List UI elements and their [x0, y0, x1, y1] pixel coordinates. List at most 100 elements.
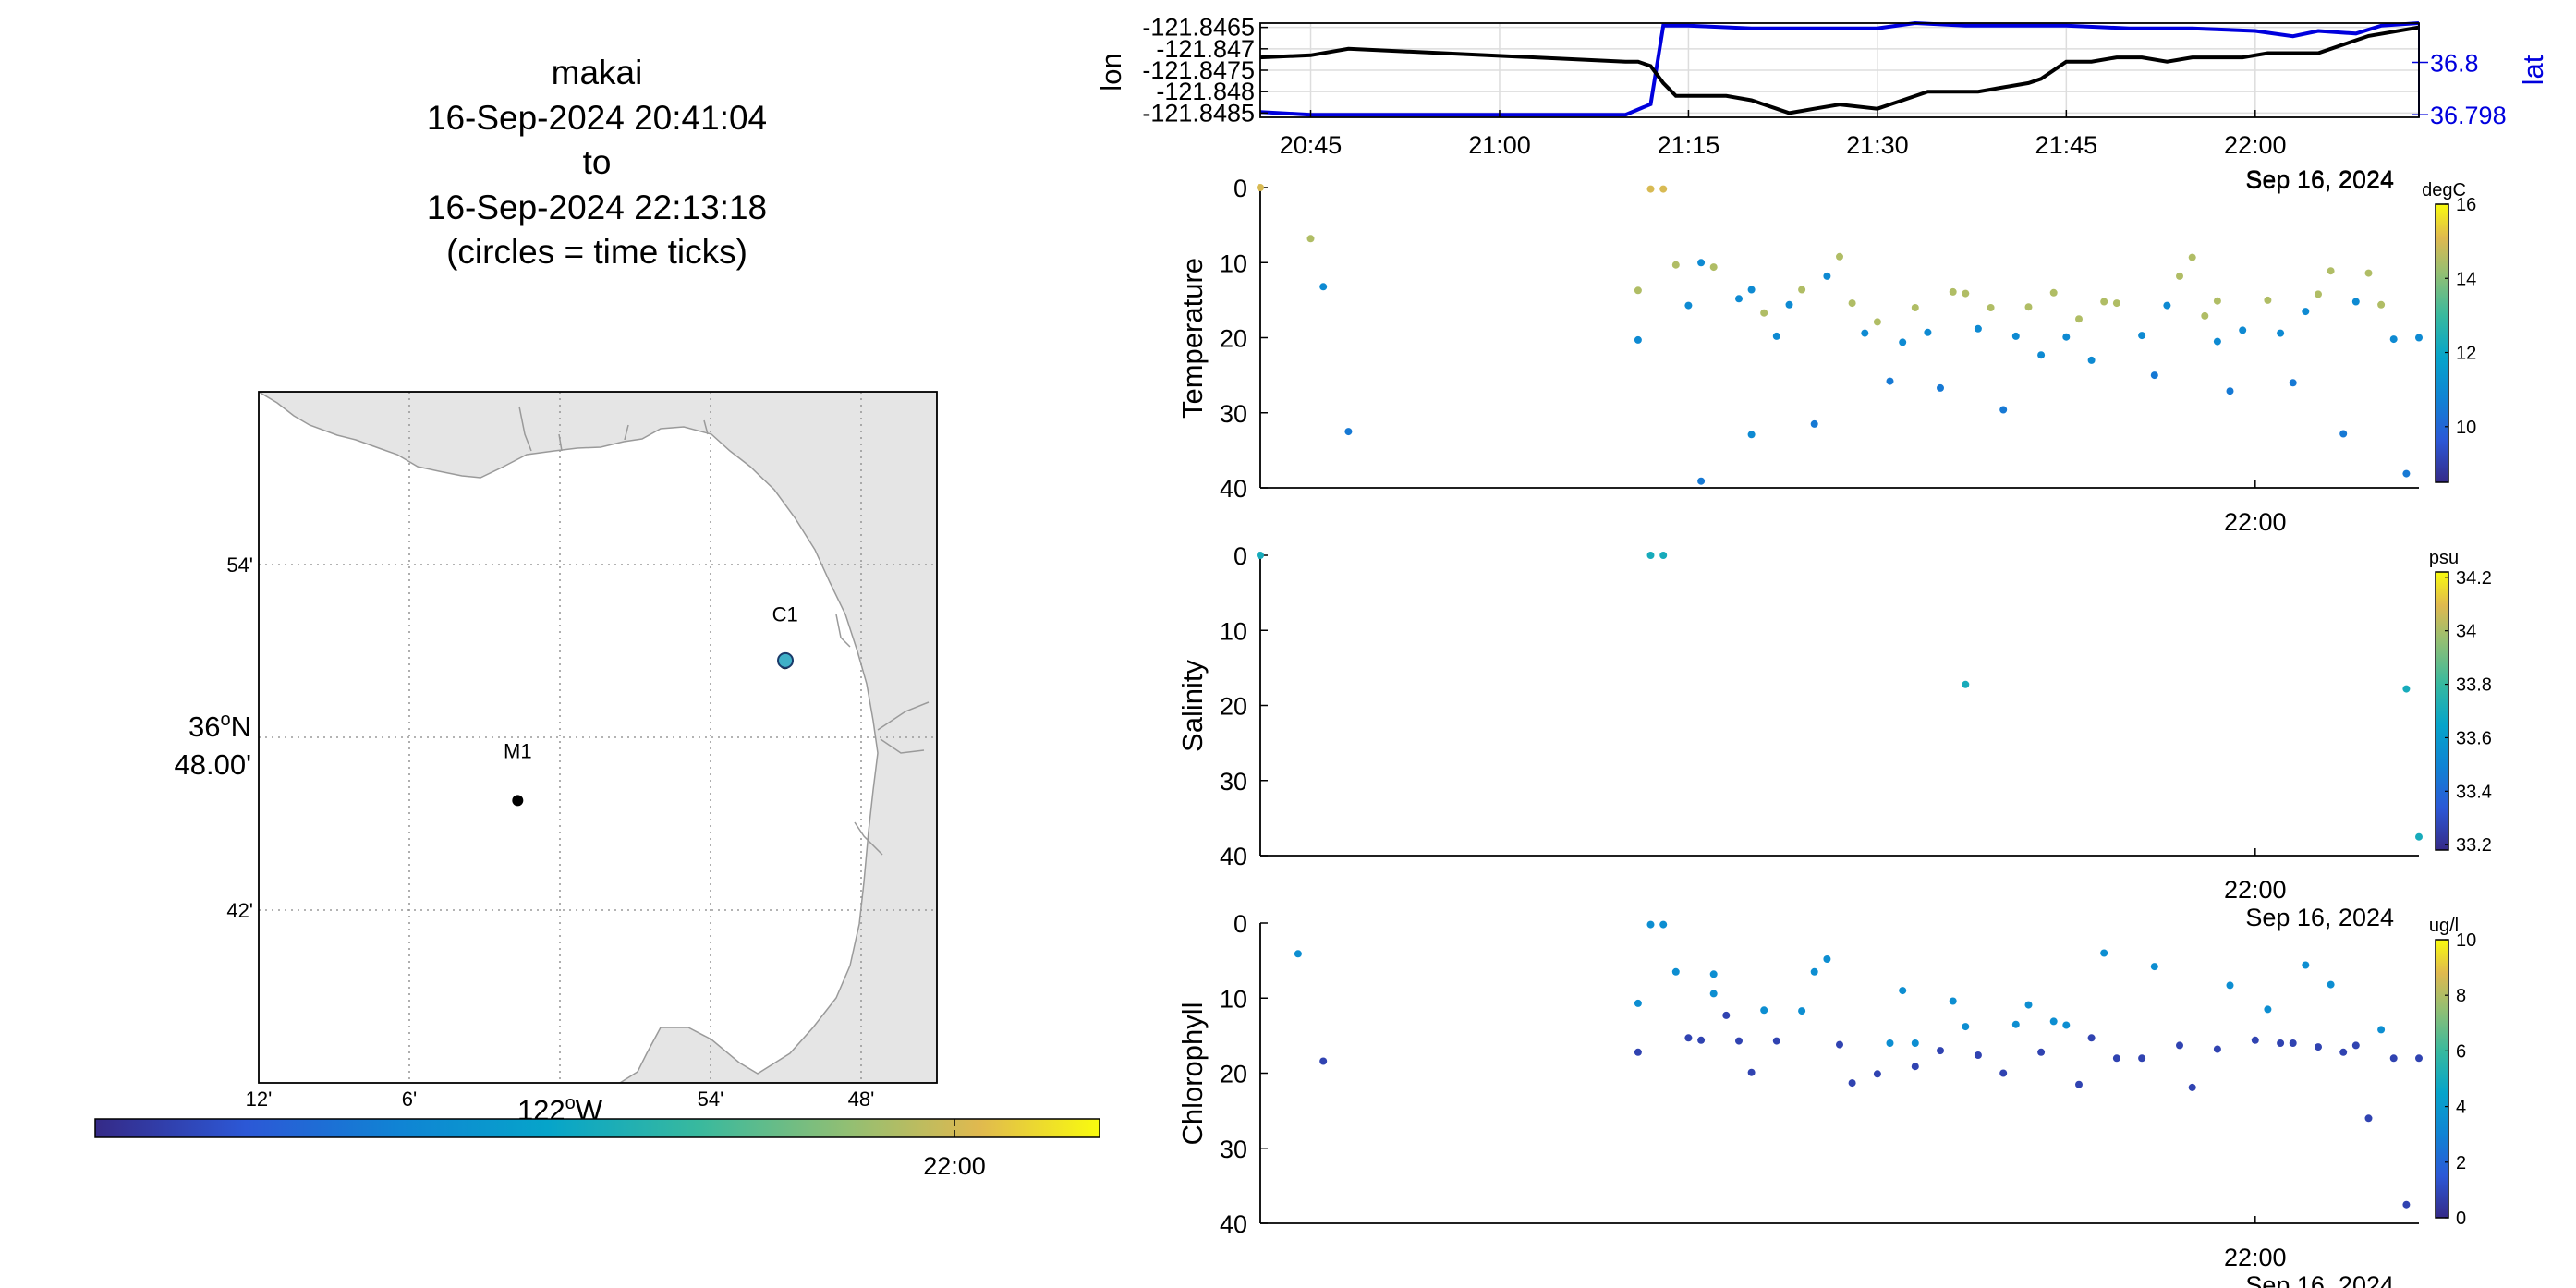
- salinity-colorbar-units: psu: [2429, 548, 2459, 568]
- colorbar-tick-label: 33.4: [2456, 782, 2492, 802]
- map-frame: [258, 391, 938, 1084]
- temperature-panel: Temperature degC Sep 16, 2024 0 10 20 30 40 2…: [1176, 166, 2476, 536]
- data-point: [1848, 299, 1856, 308]
- data-point: [2024, 1001, 2033, 1009]
- stations: M1 C1: [504, 602, 798, 807]
- data-point: [1709, 990, 1718, 998]
- y-tick-label: 30: [1220, 1136, 1247, 1163]
- data-point: [2011, 332, 2020, 340]
- data-point: [1760, 1006, 1768, 1015]
- data-point: [1962, 680, 1970, 688]
- lonlat-x-tick: 22:00: [2224, 131, 2287, 159]
- data-point: [1911, 304, 1919, 311]
- data-point: [1974, 1051, 1982, 1059]
- data-point: [1294, 950, 1302, 958]
- data-point: [1747, 431, 1756, 439]
- time-colorbar: [94, 1118, 1100, 1138]
- lonlat-grid: [1260, 23, 2419, 117]
- colorbar-tick-label: 16: [2456, 195, 2476, 215]
- data-point: [1747, 286, 1756, 294]
- title-line-1: makai: [552, 54, 643, 91]
- lonlat-x-tick: 21:45: [2035, 131, 2098, 159]
- data-point: [1810, 967, 1818, 976]
- lon-y-tick: -121.847: [1156, 35, 1255, 63]
- data-point: [2037, 1048, 2046, 1056]
- data-point: [1823, 955, 1831, 963]
- data-point: [1836, 252, 1843, 261]
- y-tick-label: 20: [1220, 1061, 1247, 1088]
- data-point: [2289, 379, 2297, 387]
- station-m1-marker: [512, 795, 524, 807]
- data-point: [1848, 1079, 1856, 1088]
- data-point: [2037, 351, 2046, 359]
- data-point: [1999, 406, 2008, 414]
- colorbar-tick-label: 0: [2456, 1209, 2466, 1229]
- data-point: [2213, 297, 2221, 305]
- data-point: [1684, 1034, 1693, 1042]
- data-point: [2239, 326, 2247, 334]
- colorbar-tick-label: 33.6: [2456, 728, 2492, 748]
- chlorophyll-panel: Chlorophyll ug/l Sep 16, 2024 0102030402…: [1176, 910, 2476, 1288]
- data-point: [1999, 1069, 2008, 1077]
- colorbar-tick-label: 10: [2456, 418, 2476, 438]
- data-point: [2277, 329, 2285, 337]
- data-point: [1634, 335, 1642, 344]
- lonlat-frame: [1259, 22, 2420, 118]
- temperature-axis-label: Temperature: [1176, 258, 1209, 419]
- data-point: [2351, 1041, 2360, 1050]
- data-point: [1735, 1037, 1743, 1045]
- data-point: [2302, 961, 2310, 969]
- data-point: [1671, 967, 1680, 976]
- data-point: [1684, 301, 1693, 310]
- lon-tick-54: 54': [698, 1088, 724, 1111]
- data-point: [1760, 309, 1768, 317]
- colorbar-tick-label: 4: [2456, 1098, 2466, 1118]
- data-point: [2112, 1054, 2120, 1063]
- y-tick-label: 30: [1220, 400, 1247, 428]
- data-point: [1659, 185, 1668, 193]
- data-point: [1646, 185, 1655, 193]
- colorbar-tick-label: 34.2: [2456, 568, 2492, 589]
- data-point: [2327, 267, 2335, 275]
- land: [259, 392, 937, 1083]
- data-point: [2402, 1200, 2411, 1209]
- data-point: [2289, 1039, 2297, 1047]
- data-point: [1697, 1036, 1706, 1044]
- lat-line: [1259, 20, 2420, 117]
- data-point: [2277, 1039, 2285, 1047]
- data-point: [2176, 1041, 2183, 1050]
- data-point: [2062, 1021, 2071, 1029]
- x-tick-label: 22:00: [2224, 508, 2287, 536]
- data-point: [2100, 949, 2108, 957]
- data-point: [1836, 1040, 1843, 1049]
- figure-title: makai 16-Sep-2024 20:41:04 to 16-Sep-202…: [427, 54, 767, 271]
- temperature-colorbar-units: degC: [2422, 180, 2466, 200]
- data-point: [2264, 1005, 2272, 1014]
- data-point: [2415, 1054, 2423, 1063]
- colorbar-tick-label: 8: [2456, 986, 2466, 1006]
- data-point: [2339, 430, 2348, 438]
- data-point: [1810, 419, 1818, 428]
- data-point: [1671, 261, 1680, 269]
- data-point: [1634, 1048, 1642, 1056]
- x-tick-label: 22:00: [2224, 1244, 2287, 1271]
- data-point: [1319, 1057, 1328, 1065]
- data-point: [1709, 970, 1718, 978]
- data-point: [2364, 1114, 2373, 1123]
- lon-tick-6: 6': [402, 1088, 417, 1111]
- colorbar-tick-label: 2: [2456, 1153, 2466, 1173]
- lonlat-x-tick: 21:15: [1658, 131, 1720, 159]
- colorbar: [2435, 571, 2449, 851]
- data-point: [1772, 332, 1780, 340]
- data-point: [1949, 997, 1957, 1005]
- data-point: [2075, 315, 2083, 323]
- data-point: [1798, 1007, 1806, 1015]
- data-point: [1257, 552, 1264, 559]
- time-colorbar-tick-label: 22:00: [923, 1152, 986, 1180]
- lonlat-x-tick: 21:00: [1468, 131, 1531, 159]
- data-point: [2402, 469, 2411, 478]
- data-point: [2011, 1020, 2020, 1028]
- data-point: [2226, 981, 2234, 990]
- data-point: [1659, 920, 1668, 929]
